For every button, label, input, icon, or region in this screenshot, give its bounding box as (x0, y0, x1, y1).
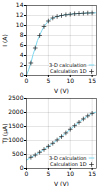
svg-text:15: 15 (88, 77, 96, 84)
svg-text:3-D calculation: 3-D calculation (49, 62, 87, 68)
svg-text:2: 2 (20, 61, 24, 68)
svg-text:14: 14 (16, 1, 24, 8)
svg-text:5: 5 (46, 77, 50, 84)
svg-text:I (A): I (A) (1, 34, 8, 46)
svg-text:Calculation 1D: Calculation 1D (50, 161, 87, 167)
svg-text:0: 0 (25, 77, 29, 84)
svg-text:6: 6 (20, 41, 24, 48)
svg-text:10: 10 (16, 21, 24, 28)
svg-text:V (V): V (V) (54, 180, 69, 187)
svg-text:0: 0 (20, 164, 24, 171)
svg-text:8: 8 (20, 31, 24, 38)
svg-text:12: 12 (16, 11, 24, 18)
svg-text:0: 0 (20, 71, 24, 78)
svg-text:5: 5 (46, 170, 50, 177)
svg-text:10: 10 (66, 77, 74, 84)
svg-text:3-D calculation: 3-D calculation (49, 155, 87, 161)
svg-text:4: 4 (20, 51, 24, 58)
svg-text:15: 15 (88, 170, 96, 177)
svg-text:1500: 1500 (8, 122, 23, 129)
svg-text:2500: 2500 (8, 94, 23, 101)
svg-text:0: 0 (25, 170, 29, 177)
svg-text:500: 500 (12, 150, 24, 157)
svg-text:TJ (µA): TJ (µA) (1, 124, 9, 145)
svg-text:Calculation 1D: Calculation 1D (50, 68, 87, 74)
svg-text:V (V): V (V) (54, 87, 69, 94)
svg-text:2000: 2000 (8, 108, 23, 115)
svg-text:1000: 1000 (8, 136, 23, 143)
svg-text:10: 10 (66, 170, 74, 177)
